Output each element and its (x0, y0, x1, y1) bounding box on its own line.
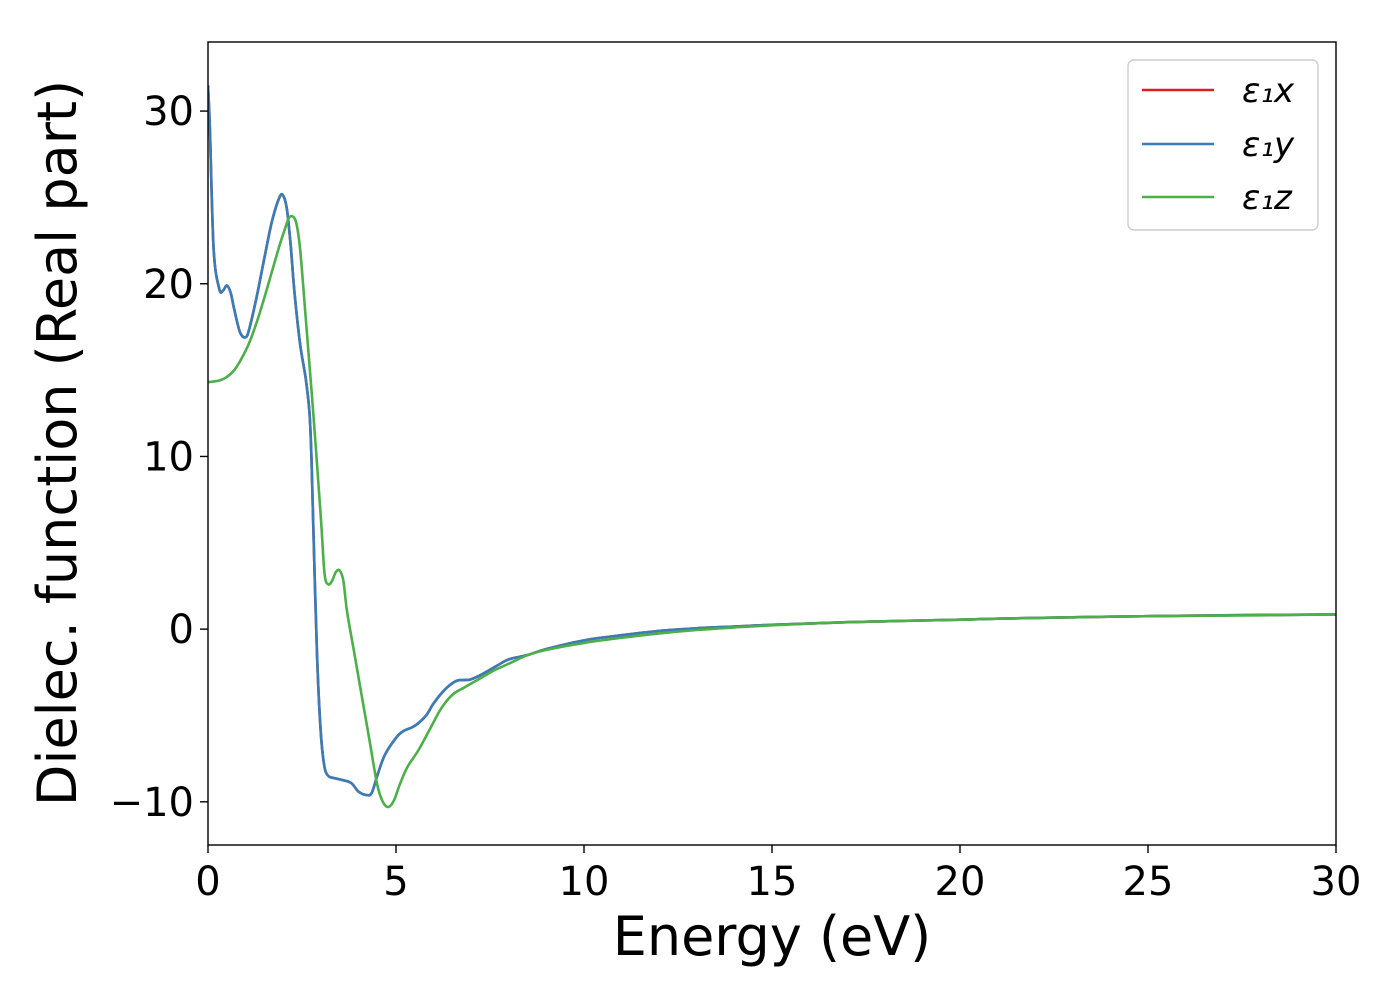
legend-frame (1127, 59, 1319, 231)
legend-label-e1y: ε₁y (1242, 125, 1295, 165)
x-tick-label: 5 (383, 859, 408, 905)
x-tick-label: 0 (195, 859, 220, 905)
x-tick-label: 25 (1123, 859, 1174, 905)
series-line-e1y (208, 85, 1336, 797)
y-tick-label: 30 (143, 89, 194, 135)
x-tick-label: 10 (559, 859, 610, 905)
y-tick-label: −10 (110, 780, 194, 826)
series-layer (208, 85, 1336, 809)
series-line-e1z (208, 214, 1336, 809)
x-tick-label: 30 (1311, 859, 1362, 905)
x-tick-label: 20 (935, 859, 986, 905)
y-tick-label: 0 (169, 607, 194, 653)
legend: ε₁x ε₁y ε₁z (1127, 59, 1319, 231)
x-axis-label: Energy (eV) (613, 905, 932, 968)
legend-label-e1x: ε₁x (1242, 71, 1295, 111)
y-axis-label: Dielec. function (Real part) (26, 80, 89, 806)
y-axis-ticks: −10 0 10 20 30 (110, 89, 208, 826)
y-tick-label: 10 (143, 434, 194, 480)
legend-label-e1z: ε₁z (1242, 178, 1293, 218)
x-axis-ticks: 0 5 10 15 20 25 30 (195, 845, 1361, 905)
x-tick-label: 15 (747, 859, 798, 905)
y-tick-label: 20 (143, 262, 194, 308)
